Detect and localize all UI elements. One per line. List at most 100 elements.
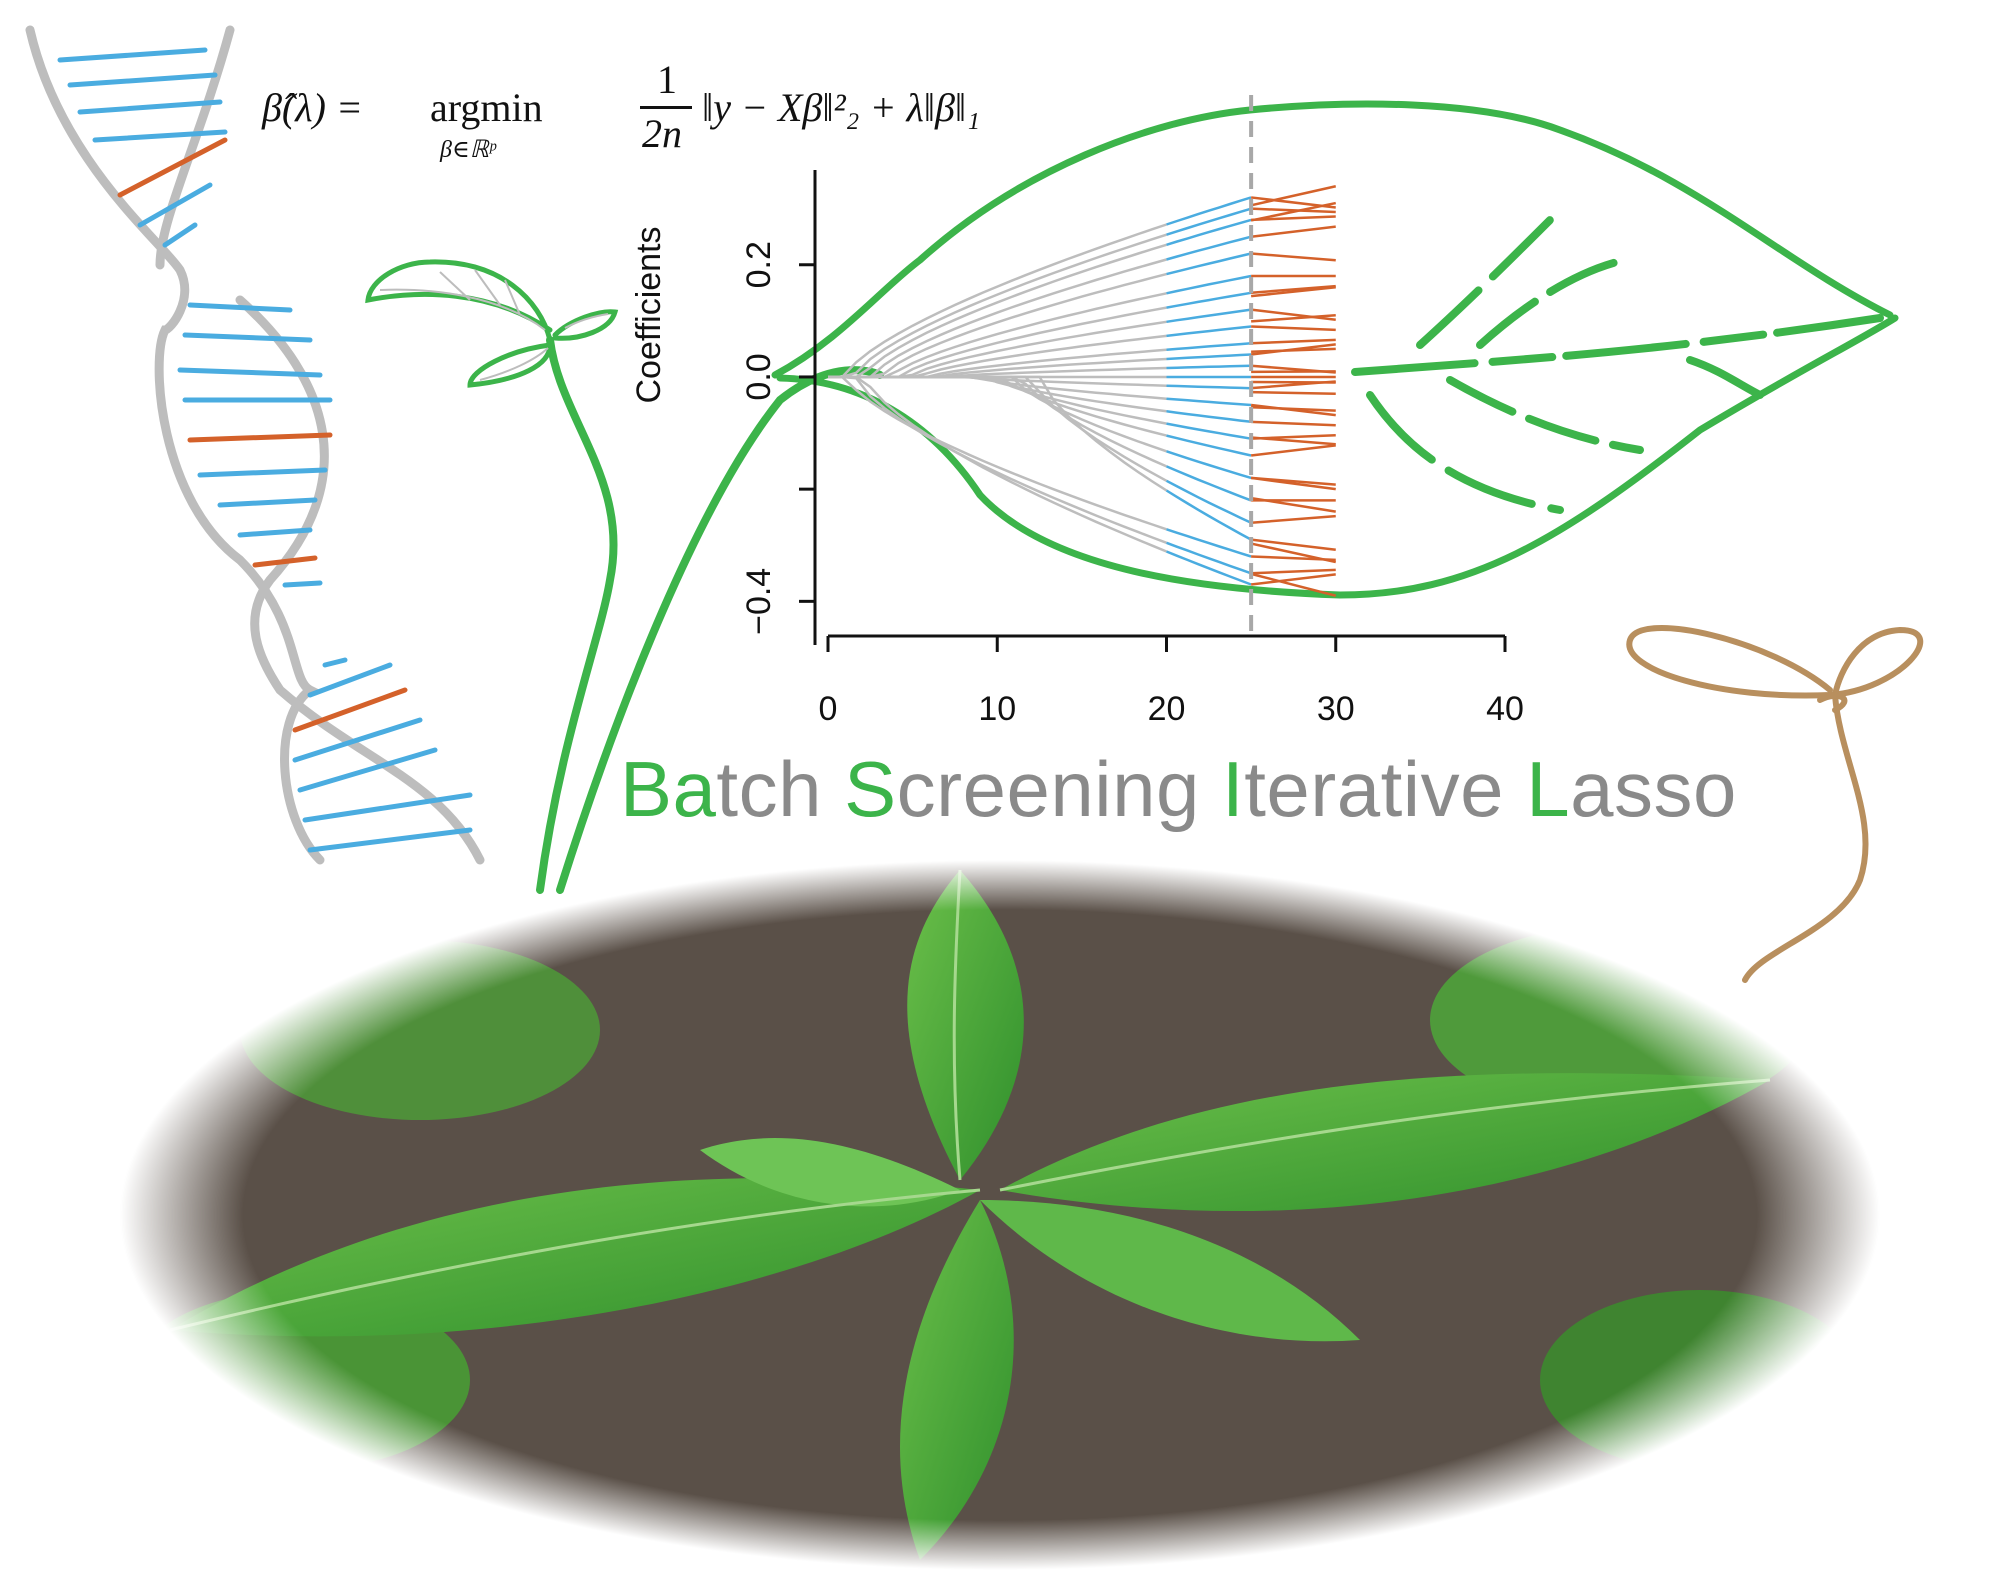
coef-path-blue bbox=[1166, 291, 1252, 309]
coef-path-orange bbox=[1250, 542, 1337, 564]
coef-path-blue bbox=[1166, 218, 1252, 246]
title-word-batch: Batch bbox=[620, 745, 822, 833]
coef-path-orange bbox=[1250, 573, 1336, 586]
x-ticks: 0 10 20 30 40 bbox=[819, 636, 1524, 728]
coef-path-blue bbox=[1166, 384, 1252, 390]
y-tick-label: 0.2 bbox=[740, 241, 778, 288]
coef-path-blue bbox=[1166, 422, 1252, 440]
coef-path-orange bbox=[1250, 201, 1337, 222]
dna-rung bbox=[77, 99, 223, 115]
coef-path-orange bbox=[1250, 476, 1336, 491]
dna-rung bbox=[187, 302, 293, 313]
coef-path-gray bbox=[828, 258, 1167, 379]
coef-path-orange bbox=[1250, 185, 1337, 207]
coef-path-blue bbox=[1166, 450, 1252, 480]
coef-path-blue bbox=[1166, 528, 1252, 558]
dna-rung bbox=[292, 687, 408, 733]
dna-rung bbox=[92, 129, 228, 143]
dna-rung bbox=[182, 332, 313, 343]
coef-path-gray bbox=[828, 375, 1168, 492]
coef-path-orange bbox=[1250, 308, 1336, 321]
green-sprout-icon bbox=[365, 259, 884, 894]
x-tick-label: 40 bbox=[1486, 690, 1524, 728]
dna-rung bbox=[162, 222, 198, 248]
dna-rung bbox=[177, 367, 323, 378]
dna-helix-icon bbox=[25, 25, 485, 865]
coefficient-paths bbox=[828, 185, 1337, 597]
coef-path-blue bbox=[1166, 364, 1252, 370]
coef-path-blue bbox=[1165, 489, 1252, 541]
coef-path-orange bbox=[1250, 285, 1336, 298]
coef-path-orange bbox=[1250, 538, 1336, 551]
coef-path-blue bbox=[1166, 550, 1252, 586]
coef-path-orange bbox=[1250, 572, 1337, 597]
coef-path-orange bbox=[1251, 347, 1336, 353]
x-tick-label: 30 bbox=[1317, 690, 1355, 728]
dna-rung bbox=[297, 747, 438, 793]
formula-denominator: 2n bbox=[642, 111, 682, 156]
sprout-veins-icon bbox=[379, 269, 609, 381]
y-ticks: −0.4 0.0 0.2 bbox=[740, 241, 815, 635]
coef-path-gray bbox=[828, 375, 1168, 482]
coef-path-orange bbox=[1251, 252, 1336, 262]
coef-path-blue bbox=[1166, 410, 1252, 424]
coef-path-orange bbox=[1251, 338, 1336, 345]
coef-path-gray bbox=[828, 223, 1167, 379]
coef-path-blue bbox=[1166, 353, 1252, 361]
coef-path-blue bbox=[1166, 342, 1252, 352]
coef-path-blue bbox=[1166, 397, 1252, 407]
coef-path-blue bbox=[1166, 196, 1252, 226]
coef-path-blue bbox=[1166, 235, 1252, 261]
x-tick-label: 20 bbox=[1148, 690, 1186, 728]
y-tick-label: −0.4 bbox=[740, 568, 778, 635]
coef-path-blue bbox=[1166, 274, 1252, 295]
coef-path-blue bbox=[1166, 308, 1252, 324]
coef-path-gray bbox=[828, 375, 1167, 553]
coef-path-orange bbox=[1251, 405, 1336, 412]
formula-operator: argmin bbox=[430, 85, 543, 130]
dna-rung bbox=[302, 792, 473, 823]
coef-path-blue bbox=[1166, 465, 1252, 502]
coef-path-orange bbox=[1251, 313, 1336, 323]
coef-path-orange bbox=[1251, 568, 1336, 575]
coef-path-gray bbox=[828, 375, 1167, 544]
coef-path-orange bbox=[1251, 215, 1336, 222]
dna-rung bbox=[307, 827, 473, 853]
coef-path-gray bbox=[828, 233, 1167, 379]
coef-path-orange bbox=[1250, 444, 1336, 457]
dna-rung bbox=[282, 580, 323, 588]
x-tick-label: 10 bbox=[978, 690, 1016, 728]
dna-rung bbox=[307, 662, 393, 698]
dna-rung bbox=[117, 137, 228, 198]
dna-rung bbox=[187, 432, 333, 443]
x-tick-label: 0 bbox=[819, 690, 838, 728]
coef-path-blue bbox=[1165, 479, 1252, 524]
coef-path-orange bbox=[1251, 514, 1336, 525]
coef-path-orange bbox=[1251, 370, 1336, 374]
dna-rung bbox=[67, 72, 218, 88]
y-tick-label: 0.0 bbox=[740, 353, 778, 400]
formula-fraction-bar bbox=[640, 106, 692, 109]
dna-rung bbox=[217, 497, 318, 508]
coef-path-orange bbox=[1251, 380, 1336, 384]
dna-rung bbox=[137, 182, 213, 228]
title-word-screening: Screening bbox=[844, 745, 1200, 833]
title-word-lasso: Lasso bbox=[1526, 745, 1737, 833]
lasso-path-chart: 0 10 20 30 40 −0.4 0.0 0.2 Coefficients bbox=[630, 95, 1524, 728]
coef-path-orange bbox=[1250, 225, 1336, 238]
coef-path-orange bbox=[1251, 436, 1336, 446]
coef-path-blue bbox=[1166, 325, 1252, 338]
coef-path-blue bbox=[1166, 252, 1252, 276]
formula-numerator: 1 bbox=[657, 57, 677, 102]
dna-rung bbox=[237, 527, 313, 538]
y-axis-label: Coefficients bbox=[630, 226, 668, 403]
formula-objective: ‖y − Xβ‖²₂ + λ‖β‖₁ bbox=[702, 85, 981, 130]
dna-rung bbox=[197, 467, 328, 478]
coef-path-orange bbox=[1251, 420, 1336, 427]
bsil-title: Batch Screening Iterative Lasso bbox=[620, 750, 1800, 828]
coef-path-gray bbox=[828, 243, 1167, 379]
coef-path-gray bbox=[828, 272, 1167, 379]
basil-plant-photo bbox=[100, 850, 1900, 1570]
coef-path-blue bbox=[1166, 434, 1252, 457]
